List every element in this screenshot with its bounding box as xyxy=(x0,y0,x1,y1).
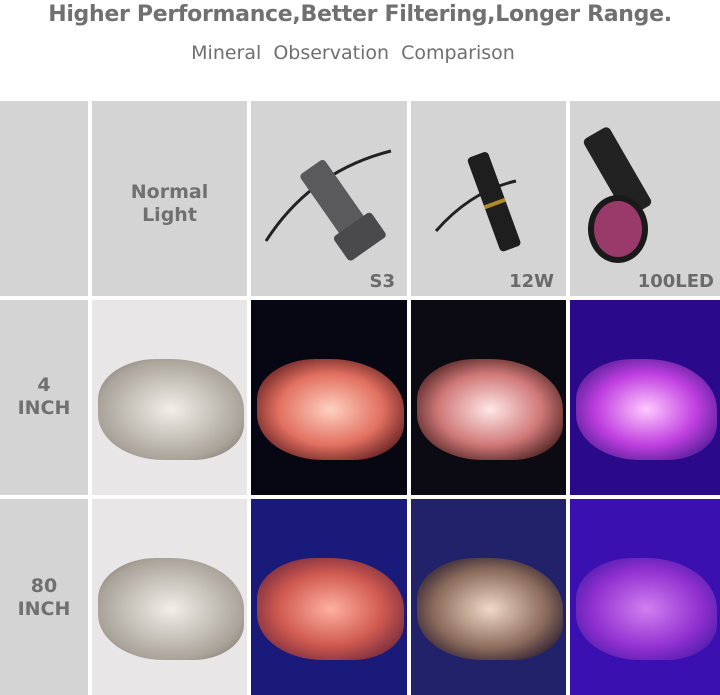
normal-light-label-2: Light xyxy=(142,204,197,226)
header-s3: S3 xyxy=(251,101,407,296)
photo-100led-80inch xyxy=(570,499,720,695)
model-label-s3: S3 xyxy=(369,271,396,292)
header-12w: 12W xyxy=(411,101,566,296)
row-label-80-inch: 80 INCH xyxy=(0,499,88,695)
normal-light-label-1: Normal xyxy=(130,181,209,203)
row-label-line2: INCH xyxy=(17,598,71,620)
row-label-4-inch: 4 INCH xyxy=(0,300,88,495)
header-100led: 100LED xyxy=(570,101,720,296)
page-subtitle: Mineral Observation Comparison xyxy=(191,42,515,64)
photo-12w-4inch xyxy=(411,300,566,495)
header-normal-light: Normal Light xyxy=(92,101,247,296)
slim-flashlight-icon xyxy=(434,152,521,252)
photo-12w-80inch xyxy=(411,499,566,695)
flashlight-icon xyxy=(264,149,392,261)
page-title: Higher Performance,Better Filtering,Long… xyxy=(48,2,672,27)
corner-cell xyxy=(0,101,88,296)
photo-100led-4inch xyxy=(570,300,720,495)
row-label-line1: 80 xyxy=(30,575,58,597)
photo-s3-80inch xyxy=(251,499,407,695)
model-label-12w: 12W xyxy=(509,271,554,292)
led-flashlight-icon xyxy=(583,127,652,263)
photo-normal-80inch xyxy=(92,499,247,695)
photo-s3-4inch xyxy=(251,300,407,495)
row-label-line2: INCH xyxy=(17,397,71,419)
model-label-100led: 100LED xyxy=(637,271,714,292)
photo-normal-4inch xyxy=(92,300,247,495)
row-label-line1: 4 xyxy=(37,374,51,396)
